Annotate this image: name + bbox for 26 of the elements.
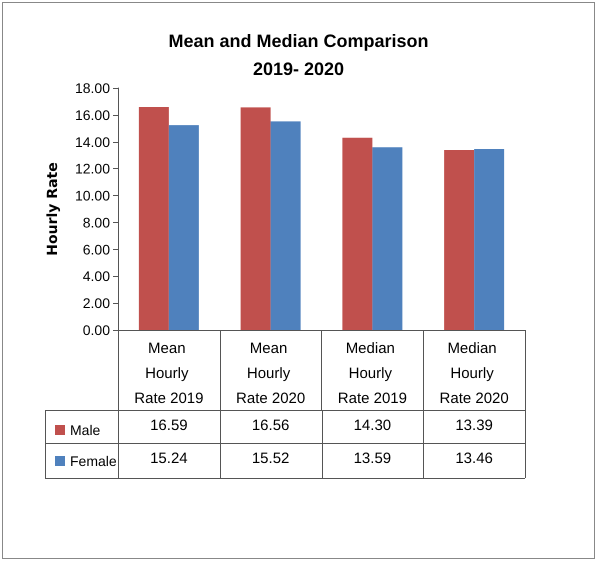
y-tick-label: 12.00 bbox=[74, 160, 110, 177]
y-tick-label: 14.00 bbox=[74, 134, 110, 150]
chart-title: Mean and Median Comparison 2019- 2020 bbox=[168, 31, 429, 79]
y-axis-title: Hourly Rate bbox=[45, 162, 61, 256]
y-tick-label: 18.00 bbox=[74, 80, 110, 96]
y-tick-label: 6.00 bbox=[82, 241, 110, 258]
data-label: 16.59 bbox=[149, 417, 189, 434]
x-tick-label: Mean Hourly Rate 2020 bbox=[236, 340, 306, 407]
y-tick-label: 2.00 bbox=[82, 295, 110, 312]
legend-label: Female bbox=[70, 453, 117, 469]
data-label: 15.52 bbox=[250, 450, 290, 467]
data-label: 13.59 bbox=[352, 450, 392, 467]
data-label: 16.56 bbox=[250, 417, 290, 434]
y-tick-label: 10.00 bbox=[74, 188, 110, 204]
data-label: 13.39 bbox=[454, 417, 494, 434]
y-tick-label: 8.00 bbox=[82, 214, 110, 230]
data-label: 13.46 bbox=[454, 450, 494, 467]
y-tick-label: 4.00 bbox=[82, 268, 110, 284]
x-tick-label: Median Hourly Rate 2019 bbox=[338, 340, 407, 407]
y-tick-label: 0.00 bbox=[82, 322, 110, 338]
legend-label: Male bbox=[70, 422, 101, 438]
data-label: 14.30 bbox=[352, 417, 392, 434]
x-tick-label: Mean Hourly Rate 2019 bbox=[134, 340, 204, 407]
data-label: 15.24 bbox=[149, 450, 189, 467]
y-tick-label: 16.00 bbox=[74, 106, 110, 123]
x-tick-label: Median Hourly Rate 2020 bbox=[440, 340, 509, 407]
